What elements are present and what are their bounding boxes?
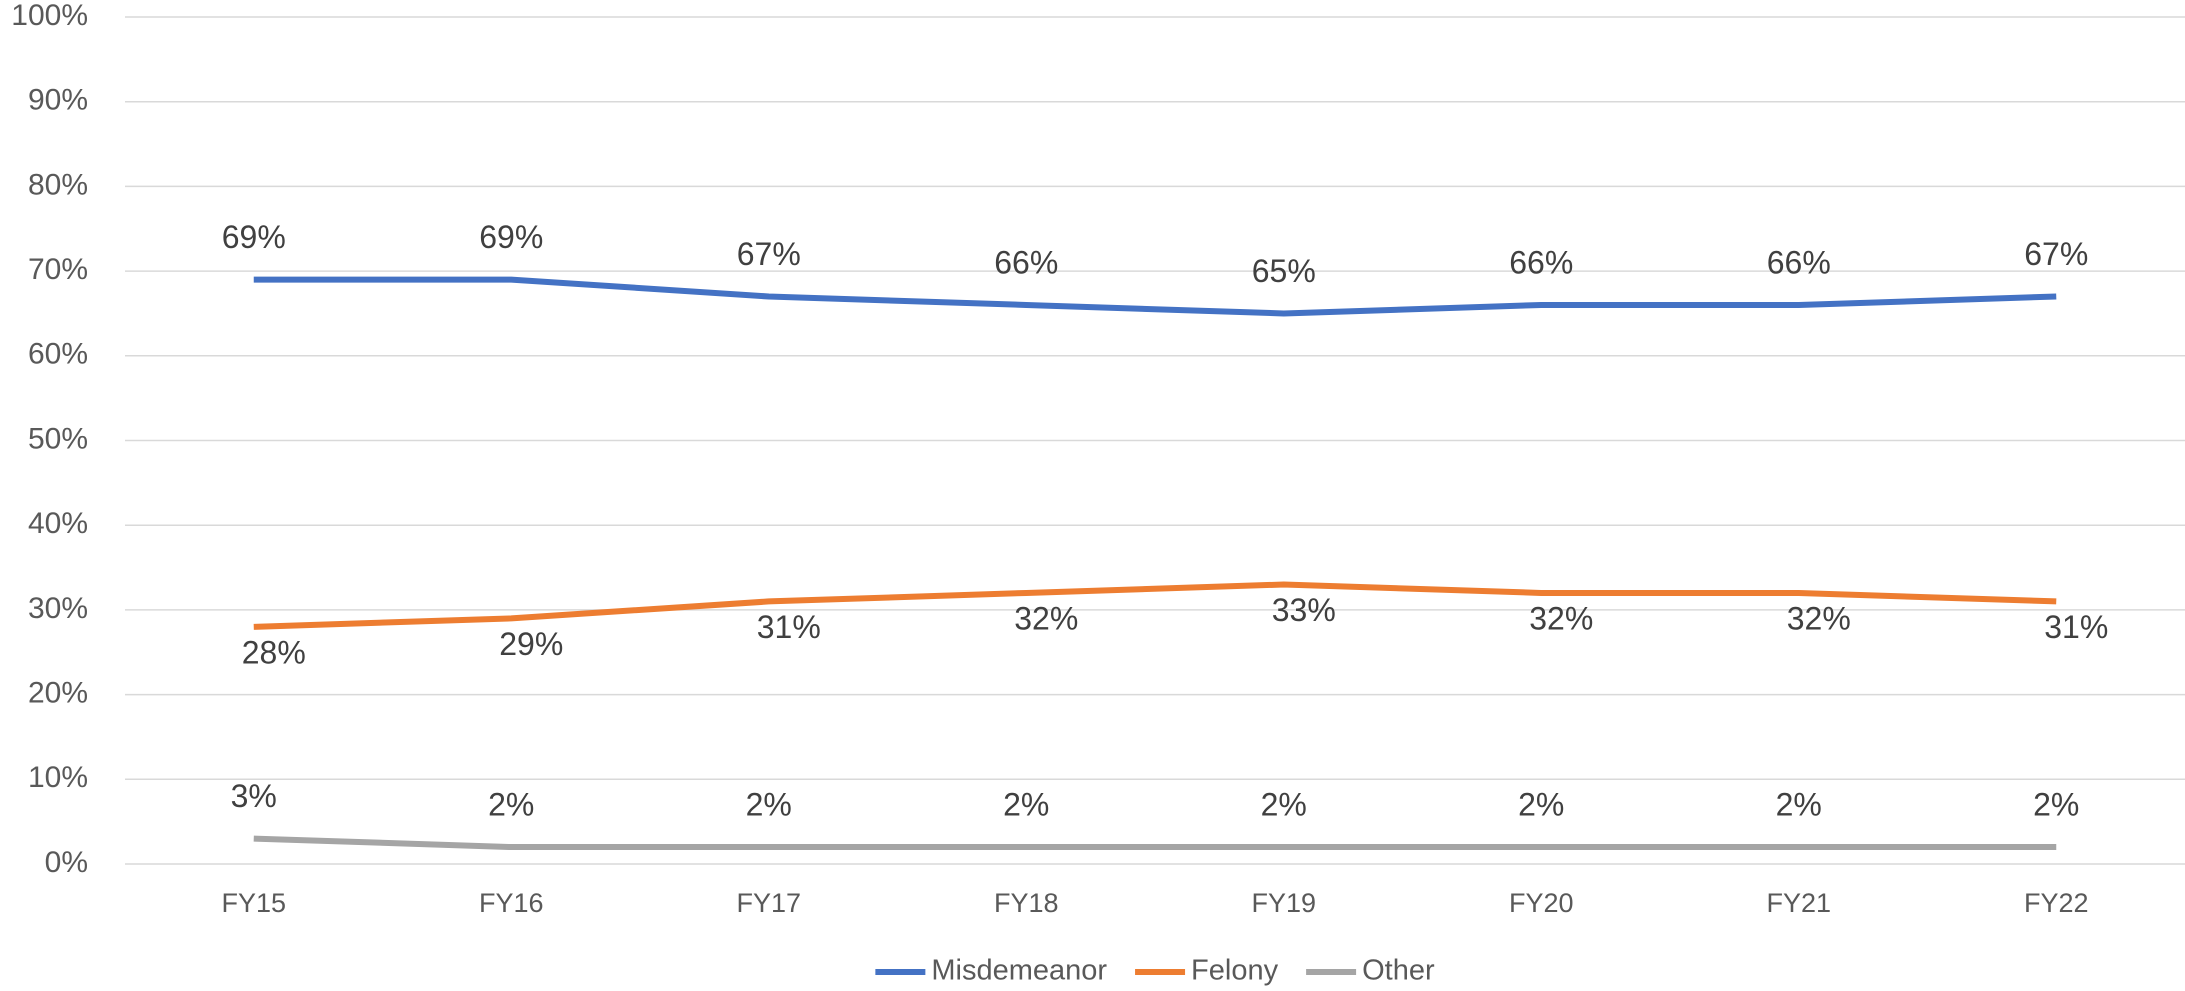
- y-tick-label: 100%: [11, 0, 88, 32]
- x-tick-label: FY21: [1766, 888, 1831, 918]
- y-tick-label: 70%: [28, 253, 88, 286]
- y-tick-label: 90%: [28, 84, 88, 117]
- series-line: [253, 581, 2057, 630]
- series-line: [253, 835, 2057, 851]
- data-label: 28%: [242, 634, 306, 670]
- data-label: 31%: [2044, 609, 2108, 645]
- legend-label: Misdemeanor: [931, 955, 1107, 987]
- data-label: 67%: [2024, 236, 2088, 272]
- x-tick-label: FY18: [994, 888, 1059, 918]
- data-label: 66%: [994, 244, 1058, 280]
- x-tick-label: FY17: [736, 888, 801, 918]
- data-label: 32%: [1787, 600, 1851, 636]
- x-tick-label: FY16: [479, 888, 544, 918]
- data-label: 2%: [488, 787, 534, 823]
- data-label: 69%: [222, 219, 286, 255]
- y-tick-label: 40%: [28, 507, 88, 540]
- data-label: 69%: [479, 219, 543, 255]
- legend-label: Felony: [1191, 955, 1279, 987]
- data-label: 3%: [231, 778, 277, 814]
- data-label: 2%: [746, 787, 792, 823]
- x-tick-label: FY19: [1251, 888, 1316, 918]
- data-label: 66%: [1509, 244, 1573, 280]
- y-tick-label: 10%: [28, 761, 88, 794]
- y-tick-label: 80%: [28, 168, 88, 201]
- y-tick-label: 0%: [45, 846, 88, 879]
- data-label: 65%: [1252, 253, 1316, 289]
- data-label: 32%: [1529, 600, 1593, 636]
- x-tick-label: FY22: [2024, 888, 2089, 918]
- legend: Misdemeanor Felony Other: [875, 955, 1435, 987]
- y-tick-label: 30%: [28, 592, 88, 625]
- data-label: 31%: [757, 609, 821, 645]
- data-label: 66%: [1767, 244, 1831, 280]
- data-label: 2%: [2033, 787, 2079, 823]
- data-label: 2%: [1776, 787, 1822, 823]
- data-label: 2%: [1003, 787, 1049, 823]
- data-label: 33%: [1272, 592, 1336, 628]
- data-label: 29%: [499, 626, 563, 662]
- series-line: [253, 276, 2057, 317]
- y-tick-label: 20%: [28, 677, 88, 710]
- y-tick-label: 50%: [28, 422, 88, 455]
- data-label: 32%: [1014, 600, 1078, 636]
- y-tick-label: 60%: [28, 338, 88, 371]
- data-label: 2%: [1261, 787, 1307, 823]
- x-tick-label: FY15: [221, 888, 286, 918]
- data-label: 67%: [737, 236, 801, 272]
- legend-label: Other: [1362, 955, 1435, 987]
- data-label: 2%: [1518, 787, 1564, 823]
- x-tick-label: FY20: [1509, 888, 1574, 918]
